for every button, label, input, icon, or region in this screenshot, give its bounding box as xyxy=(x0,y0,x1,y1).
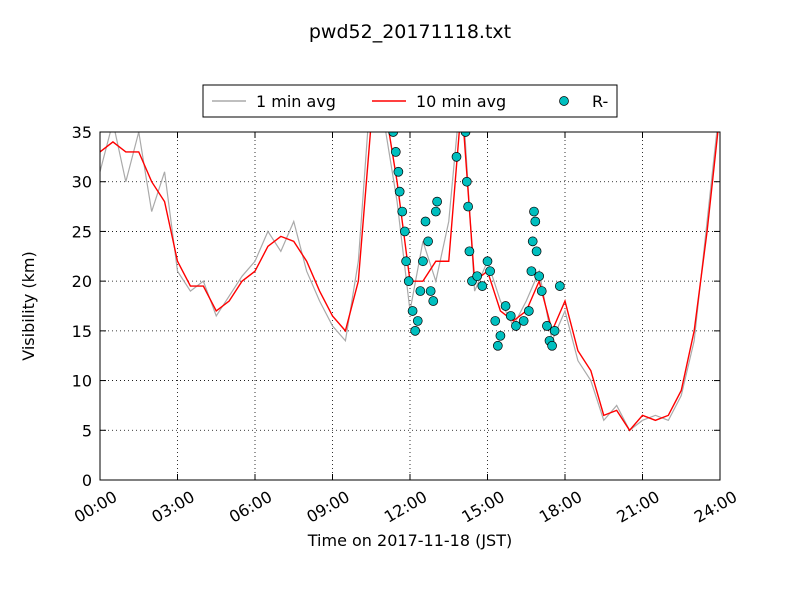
y-tick-label: 10 xyxy=(72,372,92,391)
data-point xyxy=(412,316,423,326)
data-point xyxy=(505,311,516,321)
data-point xyxy=(410,326,421,336)
data-point xyxy=(530,216,541,227)
data-point xyxy=(485,266,495,277)
data-point xyxy=(460,132,471,137)
data-point xyxy=(420,216,431,227)
y-tick-label: 0 xyxy=(82,471,92,490)
y-tick-label: 25 xyxy=(72,222,92,241)
data-point xyxy=(495,330,506,341)
data-point xyxy=(407,306,418,316)
data-point xyxy=(511,321,521,331)
y-tick-label: 15 xyxy=(72,322,92,341)
legend xyxy=(202,84,618,118)
legend-label: 10 min avg xyxy=(416,92,506,111)
data-point xyxy=(534,271,545,282)
data-point xyxy=(394,186,405,197)
legend-marker xyxy=(559,96,569,106)
legend-label: 1 min avg xyxy=(256,92,336,111)
data-point xyxy=(554,281,565,291)
data-point xyxy=(529,206,539,217)
data-point xyxy=(523,306,534,316)
y-tick-label: 35 xyxy=(72,123,92,142)
data-point xyxy=(401,256,411,267)
data-point xyxy=(393,166,404,177)
y-axis-label: Visibility (km) xyxy=(19,251,38,360)
data-point xyxy=(399,226,410,237)
legend-entries: 1 min avg 10 min avg R- xyxy=(212,92,608,111)
data-point xyxy=(428,296,439,306)
data-point xyxy=(477,281,488,291)
data-point xyxy=(415,286,426,296)
data-point xyxy=(482,256,493,267)
y-tick-label: 30 xyxy=(72,173,92,192)
x-axis-label: Time on 2017-11-18 (JST) xyxy=(307,531,512,550)
chart-title: pwd52_20171118.txt xyxy=(309,21,511,43)
data-point xyxy=(463,201,473,212)
data-point xyxy=(526,266,537,277)
data-point xyxy=(430,206,441,217)
data-point xyxy=(461,176,472,187)
data-point xyxy=(390,147,401,157)
data-point xyxy=(423,236,433,247)
plot-area xyxy=(100,132,719,432)
data-point xyxy=(536,286,547,296)
data-point xyxy=(403,276,414,286)
y-tick-label: 20 xyxy=(72,272,92,291)
data-point xyxy=(432,196,442,207)
data-point xyxy=(418,256,428,267)
data-point xyxy=(518,316,529,326)
data-point xyxy=(547,340,557,351)
data-point xyxy=(490,316,501,326)
data-point xyxy=(549,326,560,336)
legend-label: R- xyxy=(592,92,608,111)
data-point xyxy=(542,321,552,331)
data-point xyxy=(472,271,483,282)
data-point xyxy=(388,132,399,137)
data-point xyxy=(527,236,538,247)
data-point xyxy=(531,246,542,257)
data-point xyxy=(492,340,503,351)
data-point xyxy=(500,301,511,311)
data-point xyxy=(451,152,462,162)
y-tick-label: 5 xyxy=(82,421,92,440)
data-point xyxy=(397,206,408,217)
data-point xyxy=(464,246,475,257)
data-point xyxy=(425,286,436,296)
